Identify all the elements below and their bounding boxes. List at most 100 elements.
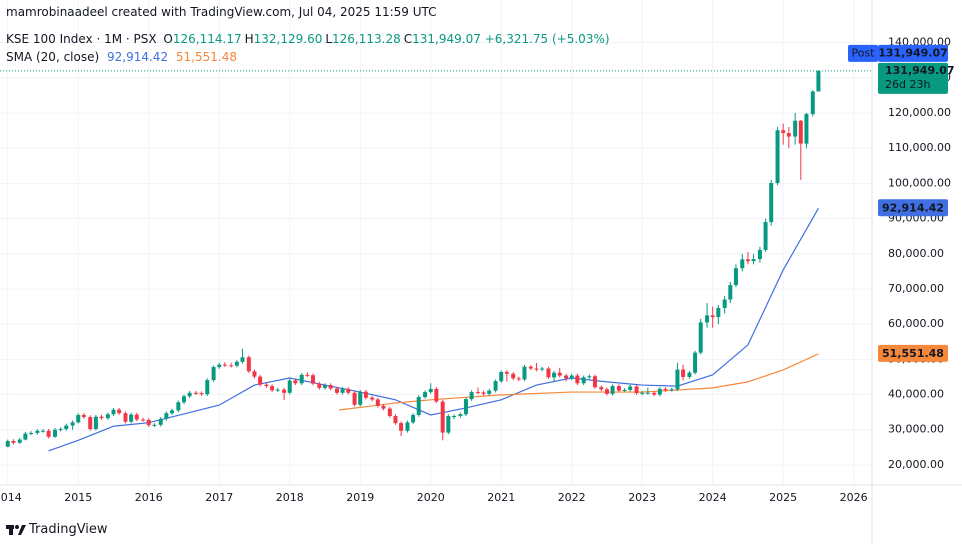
candle-body xyxy=(804,114,809,144)
candle-body xyxy=(229,365,234,367)
candle-body xyxy=(775,130,780,184)
candle-body xyxy=(581,377,586,384)
sma-value: 92,914.42 xyxy=(107,50,169,64)
x-tick-label: 2023 xyxy=(628,491,656,504)
y-tick-label: 30,000.00 xyxy=(888,423,944,436)
ohlc-legend: O126,114.17 H132,129.60 L126,113.28 C131,94… xyxy=(160,32,480,46)
candle-body xyxy=(176,402,181,411)
candle-body xyxy=(458,414,463,417)
candle-body xyxy=(745,259,750,262)
candle-body xyxy=(35,430,40,433)
sma-value: 51,551.48 xyxy=(175,50,237,64)
candle-body xyxy=(411,414,416,423)
candle-body xyxy=(299,374,304,384)
post-price: 131,949.07 xyxy=(878,46,948,59)
candle-body xyxy=(769,183,774,223)
candle-body xyxy=(328,385,333,389)
sma-price-box xyxy=(878,344,948,362)
candle-body xyxy=(58,429,63,431)
candle-body xyxy=(705,315,710,323)
candle-body xyxy=(516,378,521,380)
candle-body xyxy=(199,393,204,395)
candle-body xyxy=(786,133,791,137)
sma-line xyxy=(48,208,819,452)
candle-body xyxy=(211,367,216,381)
candle-body xyxy=(440,401,445,433)
candle-body xyxy=(93,416,98,430)
candle-body xyxy=(534,368,539,370)
candle-body xyxy=(493,381,498,391)
sma-name: SMA (20, close) xyxy=(6,50,100,64)
candle-body xyxy=(88,417,93,430)
candle-body xyxy=(423,392,428,398)
candle-body xyxy=(99,416,104,419)
candle-body xyxy=(358,391,363,405)
candle-body xyxy=(681,369,686,377)
candle-body xyxy=(575,375,580,384)
candle-body xyxy=(592,376,597,388)
candle-body xyxy=(181,396,186,403)
sma-price-box xyxy=(878,199,948,217)
candle-body xyxy=(645,392,650,394)
candle-body xyxy=(499,372,504,382)
candle-body xyxy=(76,414,81,423)
x-tick-label: 2014 xyxy=(0,491,22,504)
candle-body xyxy=(728,285,733,300)
candle-body xyxy=(11,441,16,443)
candle-body xyxy=(504,372,509,374)
candle-body xyxy=(117,409,122,414)
candle-body xyxy=(193,392,198,394)
candle-body xyxy=(46,430,51,437)
candle-body xyxy=(205,380,210,395)
x-tick-label: 2017 xyxy=(205,491,233,504)
candle-body xyxy=(399,423,404,431)
candle-body xyxy=(475,392,480,394)
candle-body xyxy=(405,422,410,431)
candle-body xyxy=(310,375,315,384)
candle-body xyxy=(663,388,668,390)
candle-body xyxy=(17,439,22,443)
candle-body xyxy=(610,386,615,394)
post-tag-box xyxy=(848,44,878,62)
candle-body xyxy=(217,364,222,368)
sma-legend: SMA (20, close) 92,914.42 51,551.48 xyxy=(6,50,237,64)
x-tick-label: 2015 xyxy=(64,491,92,504)
last-price: 131,949.07 xyxy=(885,64,955,77)
candle-body xyxy=(64,425,69,430)
candle-body xyxy=(317,383,322,388)
post-price-box xyxy=(878,44,948,62)
candle-body xyxy=(816,70,821,92)
candle-body xyxy=(587,376,592,378)
candle-body xyxy=(187,392,192,397)
candle-body xyxy=(246,357,251,372)
candle-body xyxy=(622,389,627,391)
candle-body xyxy=(628,386,633,390)
candle-body xyxy=(123,413,128,422)
candle-body xyxy=(793,120,798,137)
candle-body xyxy=(158,418,163,425)
y-tick-label: 80,000.00 xyxy=(888,247,944,260)
candle-body xyxy=(657,388,662,395)
candle-body xyxy=(487,390,492,394)
legend-row: KSE 100 Index · 1M · PSX O126,114.17 H132… xyxy=(6,32,610,46)
sma-price: 51,551.48 xyxy=(882,347,944,360)
candle-body xyxy=(693,352,698,373)
candle-body xyxy=(29,432,34,434)
y-tick-label: 110,000.00 xyxy=(888,141,951,154)
candle-body xyxy=(129,414,134,422)
candle-body xyxy=(282,389,287,393)
change: +6,321.75 (+5.03%) xyxy=(484,32,610,46)
candle-body xyxy=(569,375,574,379)
candle-body xyxy=(234,361,239,366)
candle-body xyxy=(416,397,421,415)
candle-body xyxy=(528,366,533,369)
candle-body xyxy=(258,376,263,385)
candle-body xyxy=(111,409,116,415)
candle-body xyxy=(141,419,146,421)
candle-body xyxy=(716,307,721,318)
ohlc-key: O xyxy=(163,32,173,46)
y-tick-label: 100,000.00 xyxy=(888,176,951,189)
x-tick-label: 2022 xyxy=(558,491,586,504)
candle-body xyxy=(352,392,357,405)
